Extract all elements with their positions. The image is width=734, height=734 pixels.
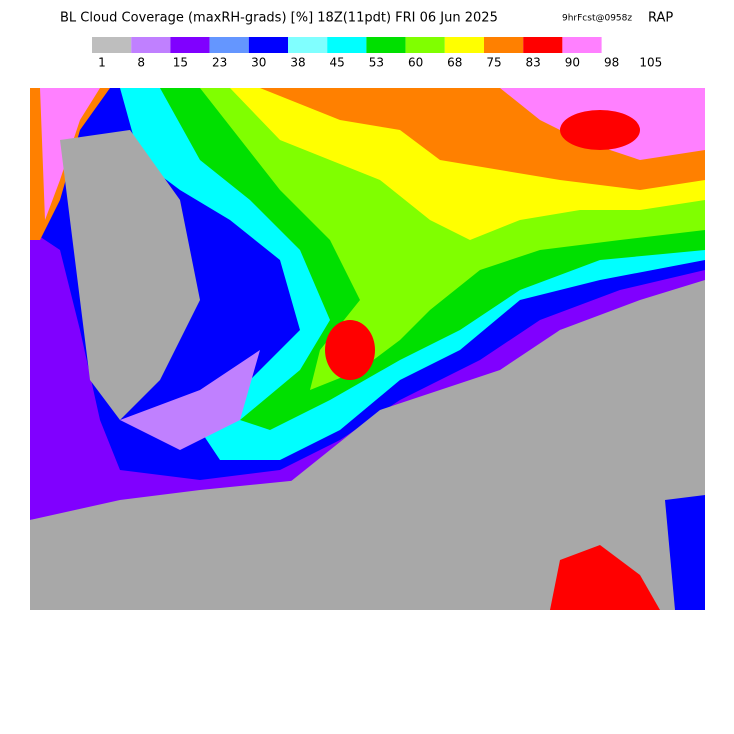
colorbar-label: 53 <box>369 56 384 70</box>
map <box>30 88 705 610</box>
colorbar-label: 98 <box>604 56 619 70</box>
colorbar-swatch <box>405 37 445 53</box>
colorbar-label: 30 <box>251 56 266 70</box>
colorbar-swatch <box>170 37 210 53</box>
colorbar-swatch <box>248 37 288 53</box>
colorbar-label: 83 <box>526 56 541 70</box>
colorbar-swatch <box>131 37 171 53</box>
colorbar-swatch <box>444 37 484 53</box>
colorbar-swatch <box>484 37 524 53</box>
colorbar-label: 68 <box>447 56 462 70</box>
colorbar-swatch <box>209 37 249 53</box>
colorbar-label: 75 <box>486 56 501 70</box>
colorbar-label: 38 <box>290 56 305 70</box>
colorbar-label: 45 <box>330 56 345 70</box>
colorbar-swatch <box>327 37 367 53</box>
colorbar-swatch <box>366 37 406 53</box>
colorbar-swatch <box>288 37 328 53</box>
colorbar-label: 105 <box>639 56 662 70</box>
colorbar-label: 90 <box>565 56 580 70</box>
forecast: 9hrFcst@0958z <box>562 14 632 24</box>
colorbar-label: 8 <box>137 56 145 70</box>
colorbar: 1 8 15 23 30 38 45 53 60 68 75 83 90 98 105 <box>92 37 662 70</box>
colorbar-swatch <box>562 37 602 53</box>
colorbar-label: 1 <box>98 56 106 70</box>
colorbar-swatch <box>92 37 132 53</box>
colorbar-label: 23 <box>212 56 227 70</box>
title: BL Cloud Coverage (maxRH-grads) [%] 18Z(… <box>60 11 498 26</box>
colorbar-label: 15 <box>173 56 188 70</box>
colorbar-label: 60 <box>408 56 423 70</box>
model: RAP <box>648 11 673 26</box>
colorbar-swatch <box>523 37 563 53</box>
